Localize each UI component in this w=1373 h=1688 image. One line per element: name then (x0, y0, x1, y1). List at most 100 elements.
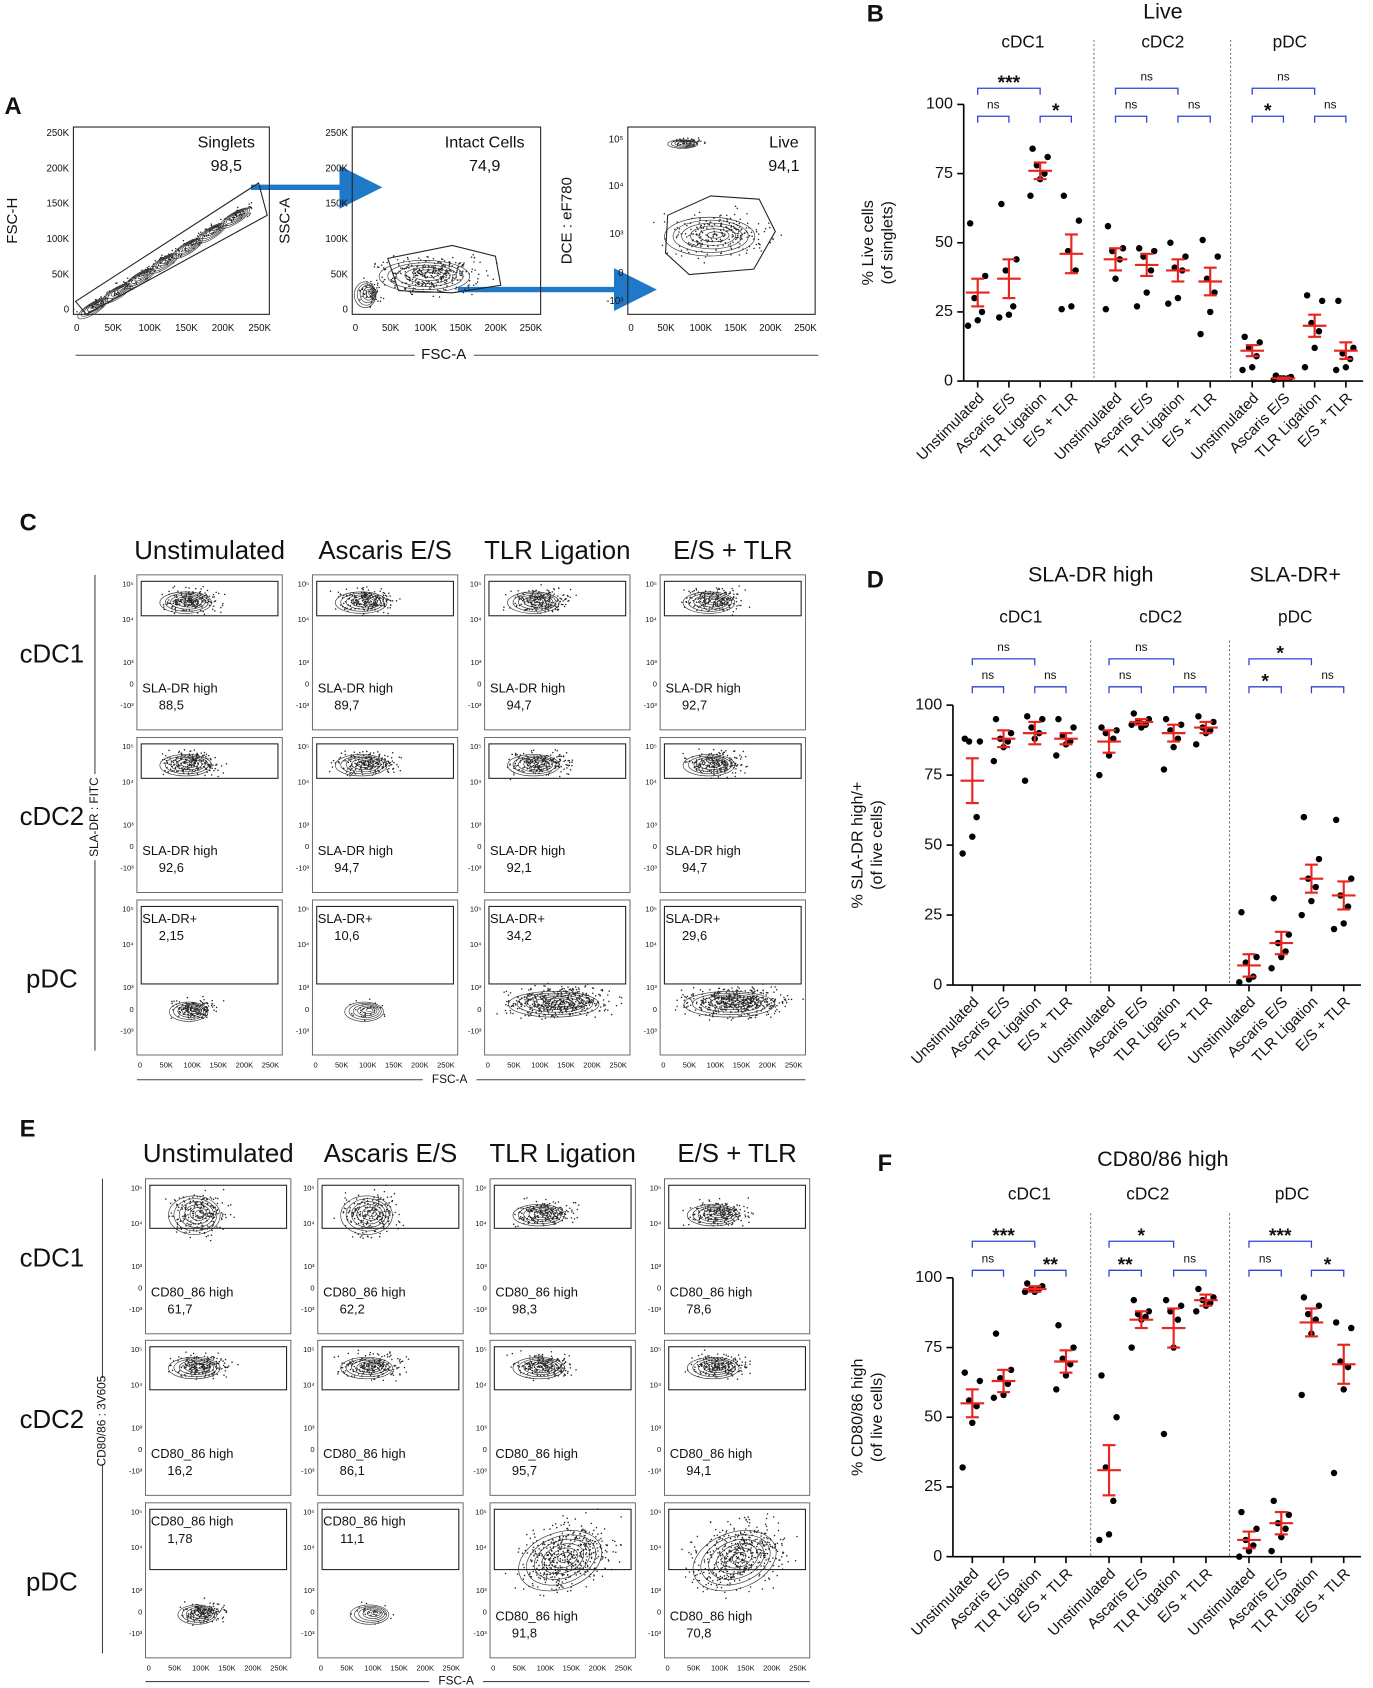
event-dot (685, 997, 687, 999)
event-dot (521, 769, 523, 772)
event-dot (391, 280, 393, 282)
event-dot (767, 1013, 770, 1016)
x-tick-label: 250K (248, 323, 271, 334)
gate-name: SLA-DR+ (318, 911, 373, 926)
event-dot (558, 775, 561, 778)
event-dot (736, 757, 738, 759)
event-dot (705, 234, 708, 236)
event-dot (784, 1005, 787, 1008)
event-dot (210, 1004, 213, 1007)
x-tick-label: 50K (683, 1061, 696, 1070)
event-dot (740, 604, 742, 607)
event-dot (210, 223, 213, 225)
event-dot (170, 1017, 173, 1019)
event-dot (535, 769, 538, 772)
event-dot (248, 214, 251, 216)
contour (154, 254, 176, 269)
event-dot (705, 239, 707, 241)
event-dot (197, 1217, 199, 1219)
event-dot (377, 611, 379, 613)
event-dot (204, 228, 207, 231)
event-dot (208, 595, 211, 597)
event-dot (214, 600, 217, 602)
event-dot (719, 752, 721, 755)
event-dot (356, 587, 359, 589)
event-dot (739, 236, 742, 238)
event-dot (704, 590, 707, 592)
event-dot (537, 1003, 540, 1006)
event-dot (201, 763, 204, 765)
event-dot (451, 278, 454, 280)
event-dot (681, 601, 683, 603)
event-dot (342, 602, 345, 605)
event-dot (376, 1194, 379, 1196)
y-tick-label: 10⁴ (475, 1219, 487, 1228)
event-dot (533, 749, 535, 752)
event-dot (396, 259, 399, 261)
event-dot (581, 1008, 584, 1011)
event-dot (203, 1002, 206, 1005)
y-tick-label: 0 (477, 842, 481, 851)
contour (664, 216, 756, 257)
event-dot (421, 284, 424, 286)
event-dot (718, 987, 721, 990)
event-dot (395, 599, 398, 602)
event-dot (720, 1006, 723, 1008)
event-dot (366, 1220, 369, 1223)
event-dot (682, 137, 685, 140)
event-dot (678, 231, 680, 233)
event-dot (700, 140, 702, 142)
event-dot (731, 987, 733, 989)
event-dot (526, 1002, 529, 1005)
x-tick-label: 100K (707, 1061, 725, 1070)
event-dot (421, 280, 424, 283)
y-axis-label: FSC-H (4, 198, 21, 244)
event-dot (204, 1189, 207, 1192)
contour (77, 298, 108, 320)
event-dot (215, 764, 217, 766)
event-dot (366, 586, 368, 588)
event-dot (746, 249, 748, 251)
event-dot (373, 1196, 375, 1199)
event-dot (363, 763, 366, 765)
event-dot (737, 232, 740, 234)
event-dot (696, 240, 699, 243)
event-dot (530, 987, 532, 990)
event-dot (781, 1002, 784, 1004)
event-dot (712, 233, 715, 236)
y-tick-label: 10³ (298, 983, 309, 992)
event-dot (695, 763, 698, 765)
event-dot (202, 610, 204, 613)
event-dot (675, 236, 678, 239)
event-dot (439, 273, 441, 275)
event-dot (169, 1202, 172, 1205)
event-dot (595, 1003, 598, 1005)
event-dot (220, 1217, 223, 1219)
event-dot (733, 1005, 736, 1007)
event-dot (185, 1204, 187, 1207)
event-dot (772, 997, 774, 1000)
event-dot (744, 772, 746, 774)
event-dot (392, 255, 395, 257)
event-dot (739, 758, 742, 760)
event-dot (559, 1001, 562, 1003)
event-dot (699, 605, 701, 608)
label-bg (84, 774, 102, 861)
event-dot (168, 749, 170, 752)
contour-cloud (195, 215, 236, 244)
event-dot (549, 754, 552, 756)
event-dot (359, 751, 361, 754)
event-dot (699, 600, 702, 603)
event-dot (515, 765, 517, 767)
event-dot (526, 763, 529, 766)
event-dot (565, 597, 567, 600)
event-dot (186, 765, 189, 768)
event-dot (683, 589, 685, 591)
event-dot (732, 750, 735, 753)
gate (387, 244, 502, 294)
event-dot (549, 765, 551, 768)
event-dot (620, 997, 623, 999)
y-axis-label: SSC-A (276, 197, 293, 244)
event-dot (331, 766, 334, 768)
contour (356, 283, 376, 306)
